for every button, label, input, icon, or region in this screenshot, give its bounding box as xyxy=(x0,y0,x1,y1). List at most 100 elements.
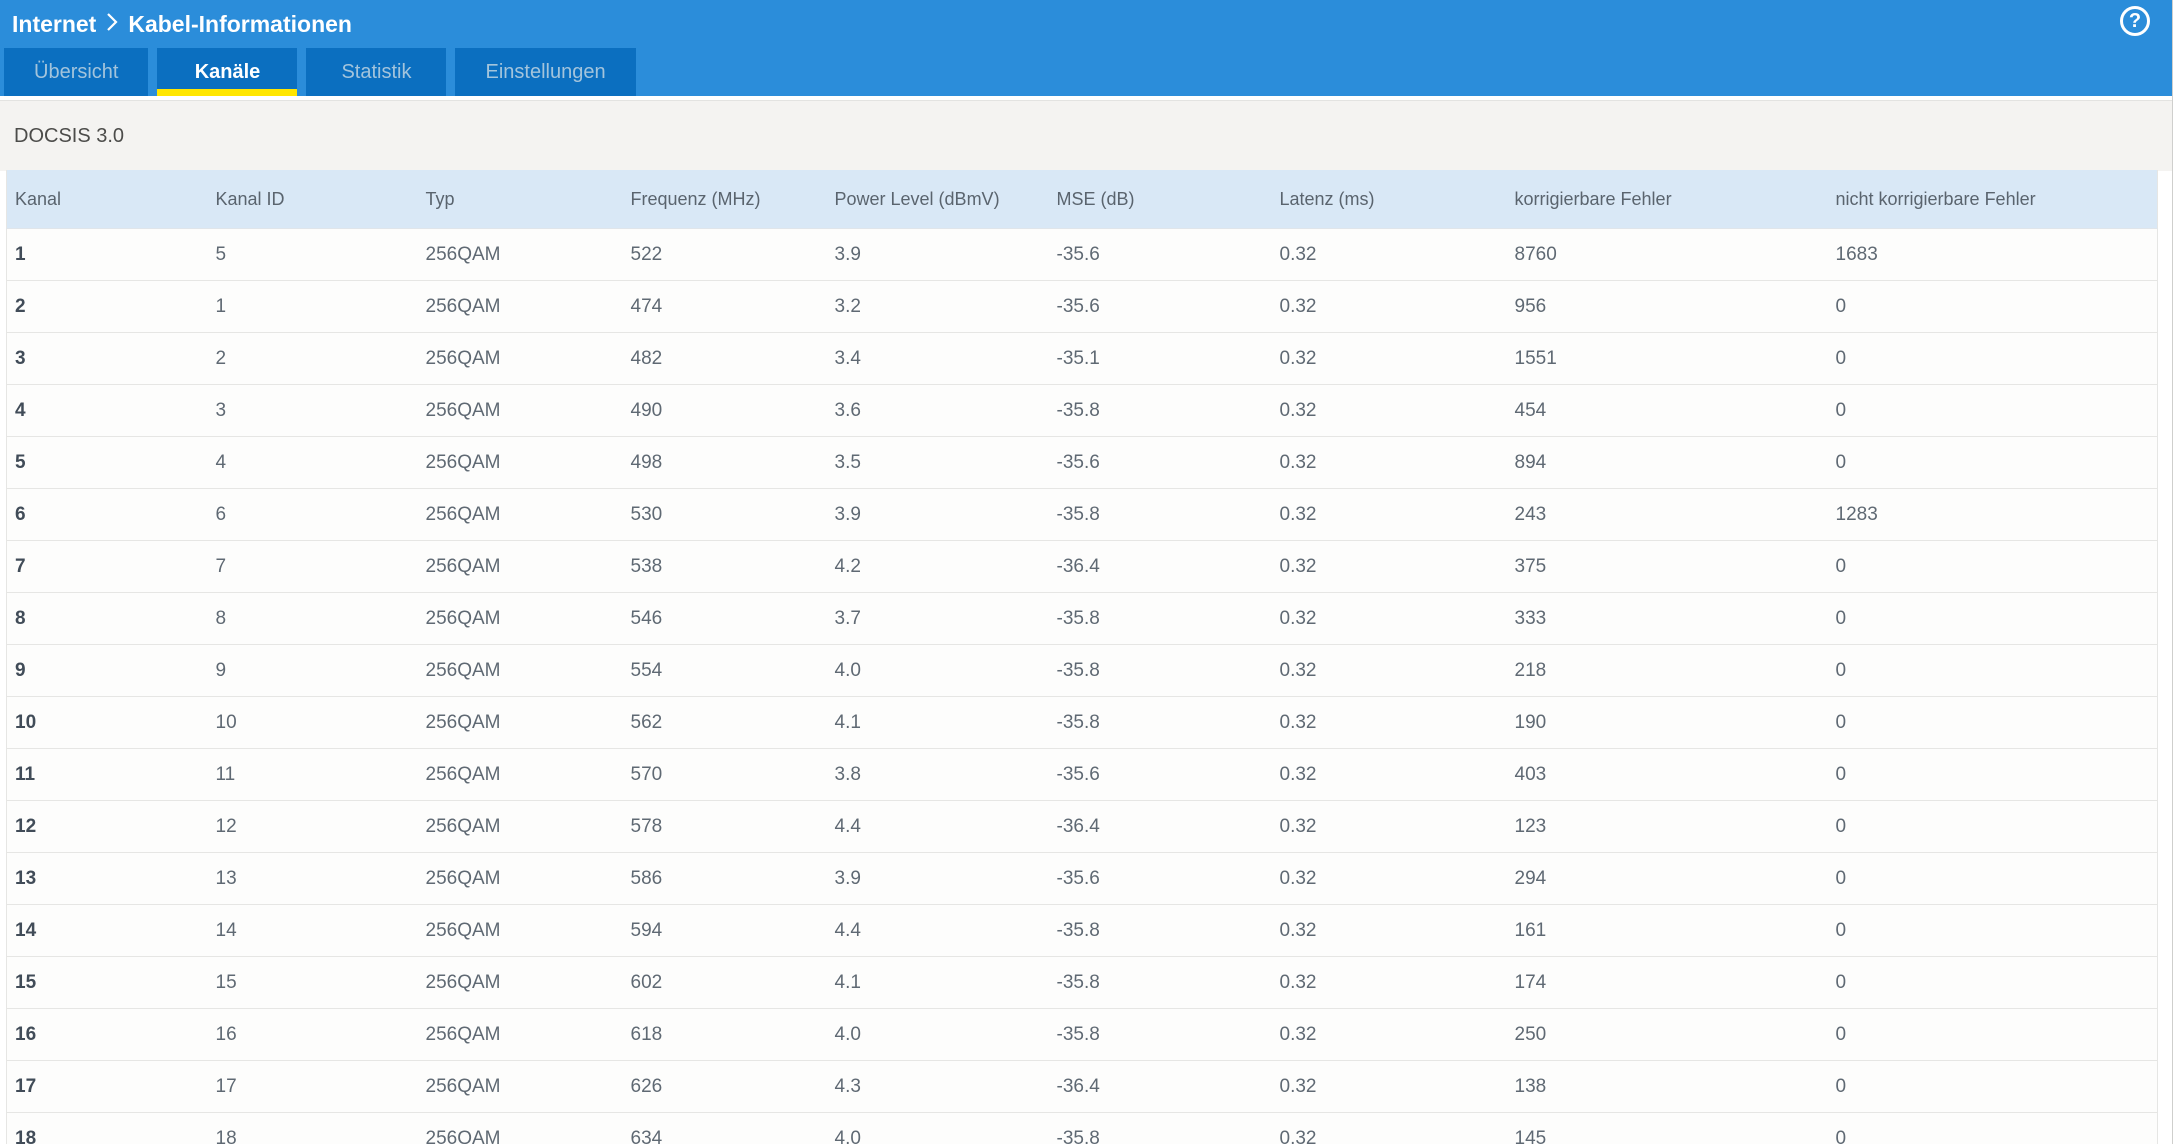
table-cell: -35.8 xyxy=(1048,488,1272,541)
table-cell: 4.3 xyxy=(826,1060,1049,1113)
table-row: 1 5 256QAM 522 3.9 -35.6 0.32 8760 1683 xyxy=(6,228,2158,281)
table-cell: 626 xyxy=(622,1060,827,1113)
table-cell: 0.32 xyxy=(1271,800,1507,853)
table-cell: 3 xyxy=(207,384,418,437)
table-cell: 250 xyxy=(1506,1008,1828,1061)
channels-table: Kanal Kanal ID Typ Frequenz (MHz) Power Leve… xyxy=(6,170,2158,1144)
table-cell: 0 xyxy=(1827,280,2158,333)
table-row: 8 8 256QAM 546 3.7 -35.8 0.32 333 0 xyxy=(6,592,2158,645)
table-cell: 3.5 xyxy=(826,436,1049,489)
table-cell: 618 xyxy=(622,1008,827,1061)
table-cell: 482 xyxy=(622,332,827,385)
table-cell: -35.8 xyxy=(1048,696,1272,749)
table-cell: 0.32 xyxy=(1271,384,1507,437)
table-cell: 218 xyxy=(1506,644,1828,697)
table-cell: 4.2 xyxy=(826,540,1049,593)
table-cell: 1283 xyxy=(1827,488,2158,541)
table-cell: 4.4 xyxy=(826,904,1049,957)
table-cell: 522 xyxy=(622,228,827,281)
table-cell: -35.6 xyxy=(1048,852,1272,905)
table-cell: 13 xyxy=(6,852,208,905)
table-cell: 454 xyxy=(1506,384,1828,437)
table-cell: 4.0 xyxy=(826,644,1049,697)
table-cell: 138 xyxy=(1506,1060,1828,1113)
table-cell: 16 xyxy=(207,1008,418,1061)
breadcrumb-section[interactable]: Internet xyxy=(12,10,97,37)
table-cell: 3.7 xyxy=(826,592,1049,645)
table-cell: 256QAM xyxy=(417,956,623,1009)
column-header: Frequenz (MHz) xyxy=(622,170,827,229)
table-cell: 0 xyxy=(1827,592,2158,645)
column-header: nicht korrigierbare Fehler xyxy=(1827,170,2158,229)
top-bar: Internet Kabel-Informationen ? Übersicht… xyxy=(0,0,2172,96)
tab-statistik[interactable]: Statistik xyxy=(306,48,447,96)
table-cell: 4.0 xyxy=(826,1008,1049,1061)
tab-kanaele[interactable]: Kanäle xyxy=(157,48,298,96)
table-cell: 0.32 xyxy=(1271,228,1507,281)
table-cell: 0 xyxy=(1827,904,2158,957)
table-cell: 0.32 xyxy=(1271,332,1507,385)
table-cell: 490 xyxy=(622,384,827,437)
table-cell: 498 xyxy=(622,436,827,489)
table-cell: 956 xyxy=(1506,280,1828,333)
table-cell: 0.32 xyxy=(1271,540,1507,593)
table-row: 18 18 256QAM 634 4.0 -35.8 0.32 145 0 xyxy=(6,1112,2158,1144)
table-cell: 256QAM xyxy=(417,748,623,801)
table-cell: 161 xyxy=(1506,904,1828,957)
table-row: 3 2 256QAM 482 3.4 -35.1 0.32 1551 0 xyxy=(6,332,2158,385)
table-cell: 256QAM xyxy=(417,384,623,437)
table-cell: 474 xyxy=(622,280,827,333)
table-cell: 594 xyxy=(622,904,827,957)
table-cell: 0 xyxy=(1827,696,2158,749)
table-row: 6 6 256QAM 530 3.9 -35.8 0.32 243 1283 xyxy=(6,488,2158,541)
table-cell: 256QAM xyxy=(417,280,623,333)
table-cell: -35.6 xyxy=(1048,748,1272,801)
table-row: 10 10 256QAM 562 4.1 -35.8 0.32 190 0 xyxy=(6,696,2158,749)
column-header: Kanal ID xyxy=(207,170,418,229)
table-cell: 333 xyxy=(1506,592,1828,645)
table-row: 7 7 256QAM 538 4.2 -36.4 0.32 375 0 xyxy=(6,540,2158,593)
scrollbar[interactable] xyxy=(2172,0,2180,1144)
column-header: Latenz (ms) xyxy=(1271,170,1507,229)
help-icon[interactable]: ? xyxy=(2120,6,2150,36)
table-cell: 256QAM xyxy=(417,644,623,697)
table-cell: 1683 xyxy=(1827,228,2158,281)
table-cell: 0.32 xyxy=(1271,748,1507,801)
table-cell: -35.6 xyxy=(1048,228,1272,281)
table-row: 12 12 256QAM 578 4.4 -36.4 0.32 123 0 xyxy=(6,800,2158,853)
table-cell: 243 xyxy=(1506,488,1828,541)
table-cell: 190 xyxy=(1506,696,1828,749)
table-cell: 570 xyxy=(622,748,827,801)
table-cell: -36.4 xyxy=(1048,800,1272,853)
table-cell: -36.4 xyxy=(1048,1060,1272,1113)
table-cell: -35.8 xyxy=(1048,904,1272,957)
table-cell: 6 xyxy=(6,488,208,541)
table-cell: 11 xyxy=(207,748,418,801)
tab-bar: Übersicht Kanäle Statistik Einstellungen xyxy=(4,48,636,96)
table-cell: -35.8 xyxy=(1048,592,1272,645)
table-cell: 16 xyxy=(6,1008,208,1061)
table-row: 5 4 256QAM 498 3.5 -35.6 0.32 894 0 xyxy=(6,436,2158,489)
tab-uebersicht[interactable]: Übersicht xyxy=(4,48,149,96)
table-cell: 5 xyxy=(6,436,208,489)
breadcrumb-page: Kabel-Informationen xyxy=(128,10,352,37)
table-cell: 0.32 xyxy=(1271,592,1507,645)
table-cell: 5 xyxy=(207,228,418,281)
table-cell: 0 xyxy=(1827,852,2158,905)
table-cell: -35.8 xyxy=(1048,384,1272,437)
table-cell: 0.32 xyxy=(1271,852,1507,905)
table-cell: 12 xyxy=(6,800,208,853)
table-cell: 11 xyxy=(6,748,208,801)
table-cell: 4.0 xyxy=(826,1112,1049,1144)
table-cell: 634 xyxy=(622,1112,827,1144)
table-cell: 0.32 xyxy=(1271,280,1507,333)
table-cell: 0 xyxy=(1827,384,2158,437)
table-row: 9 9 256QAM 554 4.0 -35.8 0.32 218 0 xyxy=(6,644,2158,697)
column-header: korrigierbare Fehler xyxy=(1506,170,1828,229)
table-cell: 145 xyxy=(1506,1112,1828,1144)
tab-einstellungen[interactable]: Einstellungen xyxy=(455,48,636,96)
table-cell: 538 xyxy=(622,540,827,593)
table-cell: -35.1 xyxy=(1048,332,1272,385)
table-row: 14 14 256QAM 594 4.4 -35.8 0.32 161 0 xyxy=(6,904,2158,957)
